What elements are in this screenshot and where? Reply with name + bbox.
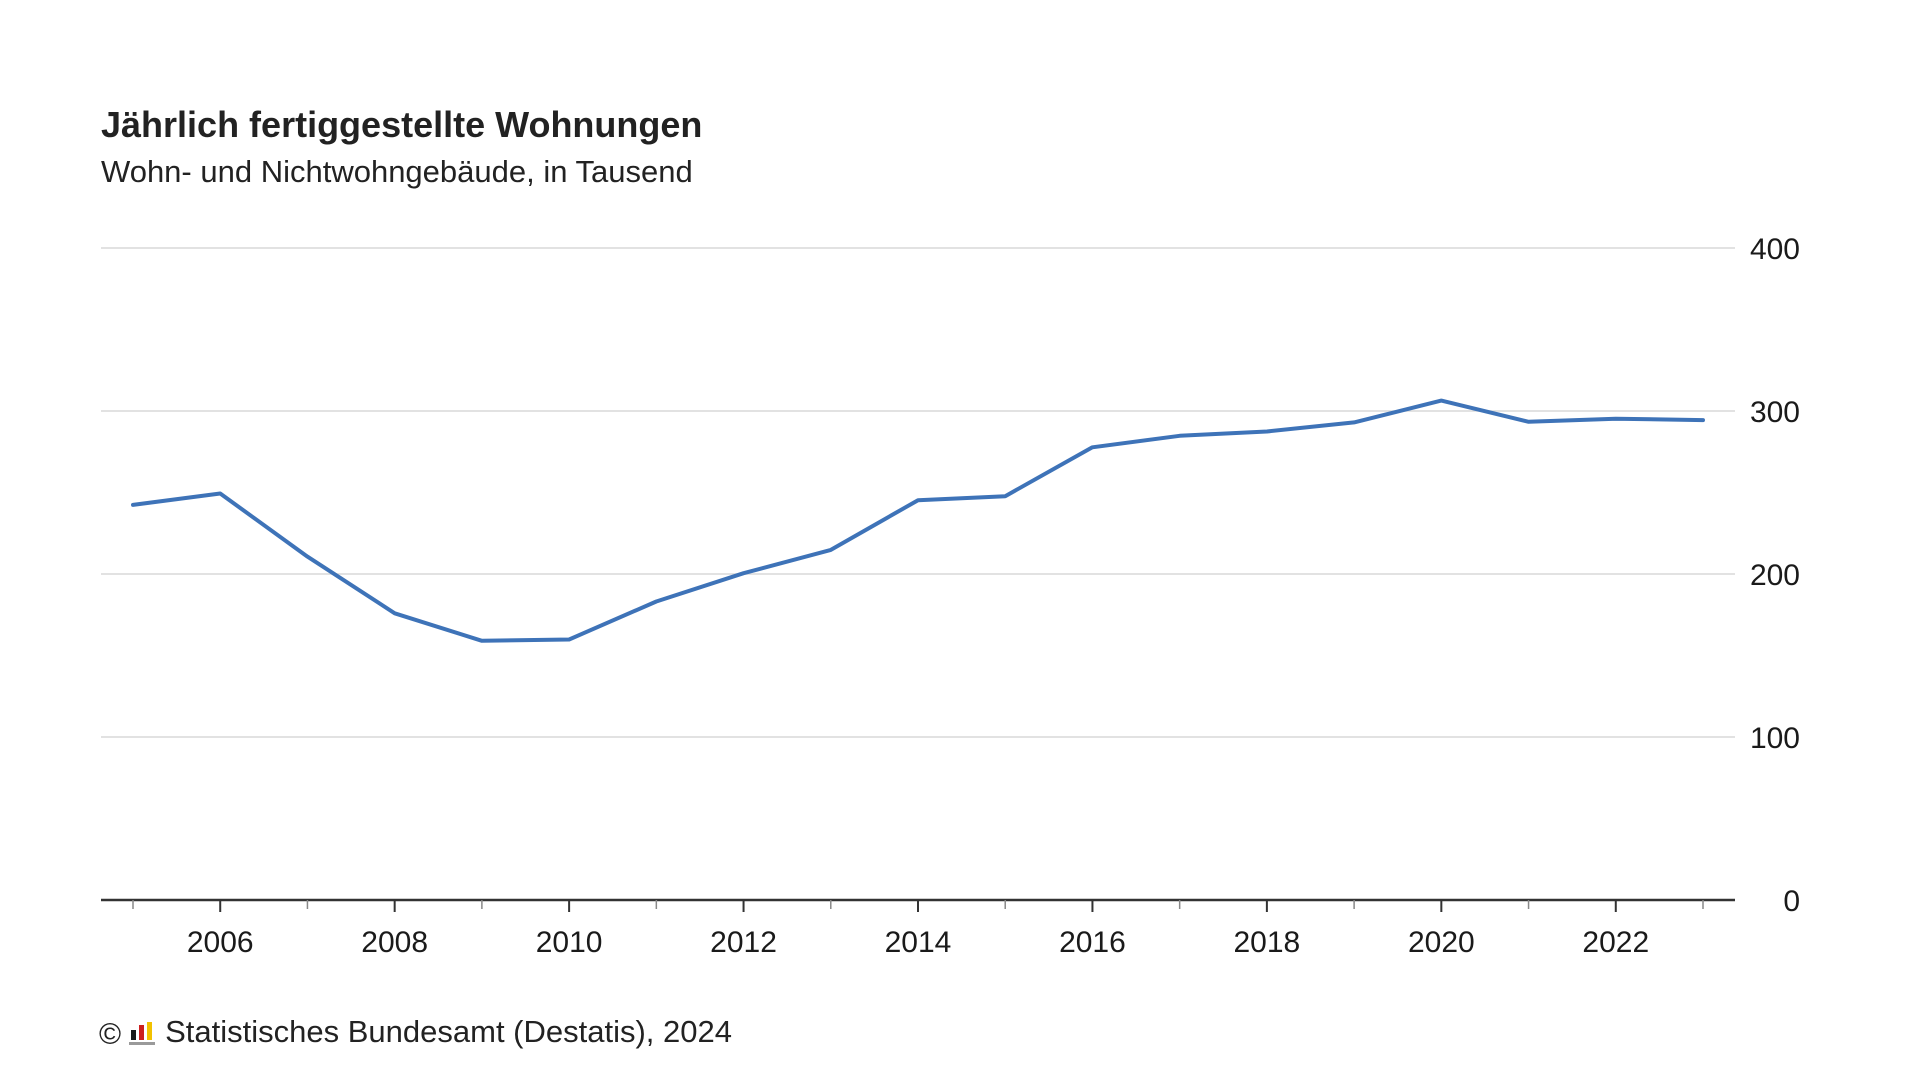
y-tick-label: 100: [1750, 722, 1800, 755]
series-line: [131, 398, 1705, 643]
gridlines: [101, 247, 1735, 738]
x-axis: 2006 2008 2010 2012 2014 2016 2018 2020 2022: [101, 898, 1735, 959]
copyright-icon: ©: [99, 1018, 122, 1051]
x-tick-label: 2016: [1059, 926, 1126, 959]
destatis-logo-icon: [129, 1022, 156, 1045]
chart-subtitle: Wohn- und Nichtwohngebäude, in Tausend: [101, 154, 693, 189]
chart-title: Jährlich fertiggestellte Wohnungen: [101, 104, 703, 145]
x-tick-label: 2010: [536, 926, 603, 959]
source-text: Statistisches Bundesamt (Destatis), 2024: [165, 1014, 732, 1049]
y-tick-label: 200: [1750, 559, 1800, 592]
y-tick-label: 300: [1750, 396, 1800, 429]
x-tick-label: 2012: [710, 926, 777, 959]
series-line-layer: [131, 398, 1705, 643]
y-tick-label: 400: [1750, 233, 1800, 266]
x-tick-label: 2018: [1234, 926, 1301, 959]
x-tick-label: 2014: [885, 926, 952, 959]
x-tick-label: 2020: [1408, 926, 1475, 959]
x-tick-label: 2022: [1582, 926, 1649, 959]
y-tick-label: 0: [1783, 885, 1800, 918]
x-tick-label: 2006: [187, 926, 254, 959]
source-footer: © Statistisches Bundesamt (Destatis), 20…: [99, 1014, 732, 1051]
y-axis-tick-labels: 0 100 200 300 400: [1750, 233, 1800, 918]
x-tick-label: 2008: [361, 926, 428, 959]
